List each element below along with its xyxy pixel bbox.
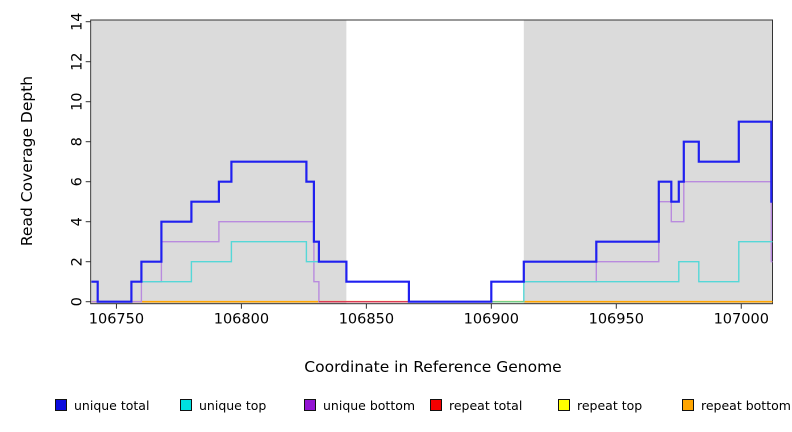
legend-item-unique-total: unique total (55, 397, 149, 413)
x-tick-label: 107000 (714, 312, 769, 328)
legend-swatch-icon (430, 399, 442, 411)
y-tick-label: 2 (70, 257, 86, 266)
legend: unique total unique top unique bottom repea… (0, 397, 792, 417)
legend-item-unique-bottom: unique bottom (304, 397, 415, 413)
y-tick-label: 10 (70, 92, 86, 110)
x-tick-label: 106950 (589, 312, 644, 328)
legend-swatch-icon (558, 399, 570, 411)
y-tick-label: 14 (70, 12, 86, 30)
legend-item-repeat-top: repeat top (558, 397, 642, 413)
plot-box (90, 19, 773, 305)
x-tick-label: 106850 (339, 312, 394, 328)
legend-label: unique top (199, 397, 267, 413)
y-tick-label: 8 (70, 137, 86, 146)
legend-swatch-icon (682, 399, 694, 411)
legend-item-repeat-total: repeat total (430, 397, 522, 413)
y-tick-label: 6 (70, 177, 86, 186)
legend-swatch-icon (180, 399, 192, 411)
legend-swatch-icon (55, 399, 67, 411)
legend-swatch-icon (304, 399, 316, 411)
plot-area: 106750 106800 106850 106900 106950 107000 0 2 4 6… (70, 12, 773, 328)
x-tick-label: 106750 (89, 312, 144, 328)
series-unique_total (91, 120, 773, 303)
legend-label: unique bottom (323, 397, 416, 413)
x-axis-title: Coordinate in Reference Genome (304, 358, 562, 376)
legend-label: repeat bottom (701, 397, 791, 413)
y-tick-label: 12 (70, 52, 86, 70)
y-tick-label: 4 (70, 217, 86, 226)
legend-label: repeat total (449, 397, 523, 413)
legend-label: unique total (74, 397, 150, 413)
y-axis-title: Read Coverage Depth (18, 75, 36, 247)
x-tick-label: 106800 (214, 312, 269, 328)
legend-item-unique-top: unique top (180, 397, 266, 413)
x-tick-label: 106900 (464, 312, 519, 328)
legend-label: repeat top (577, 397, 643, 413)
legend-item-repeat-bottom: repeat bottom (682, 397, 791, 413)
y-tick-label: 0 (70, 297, 86, 306)
